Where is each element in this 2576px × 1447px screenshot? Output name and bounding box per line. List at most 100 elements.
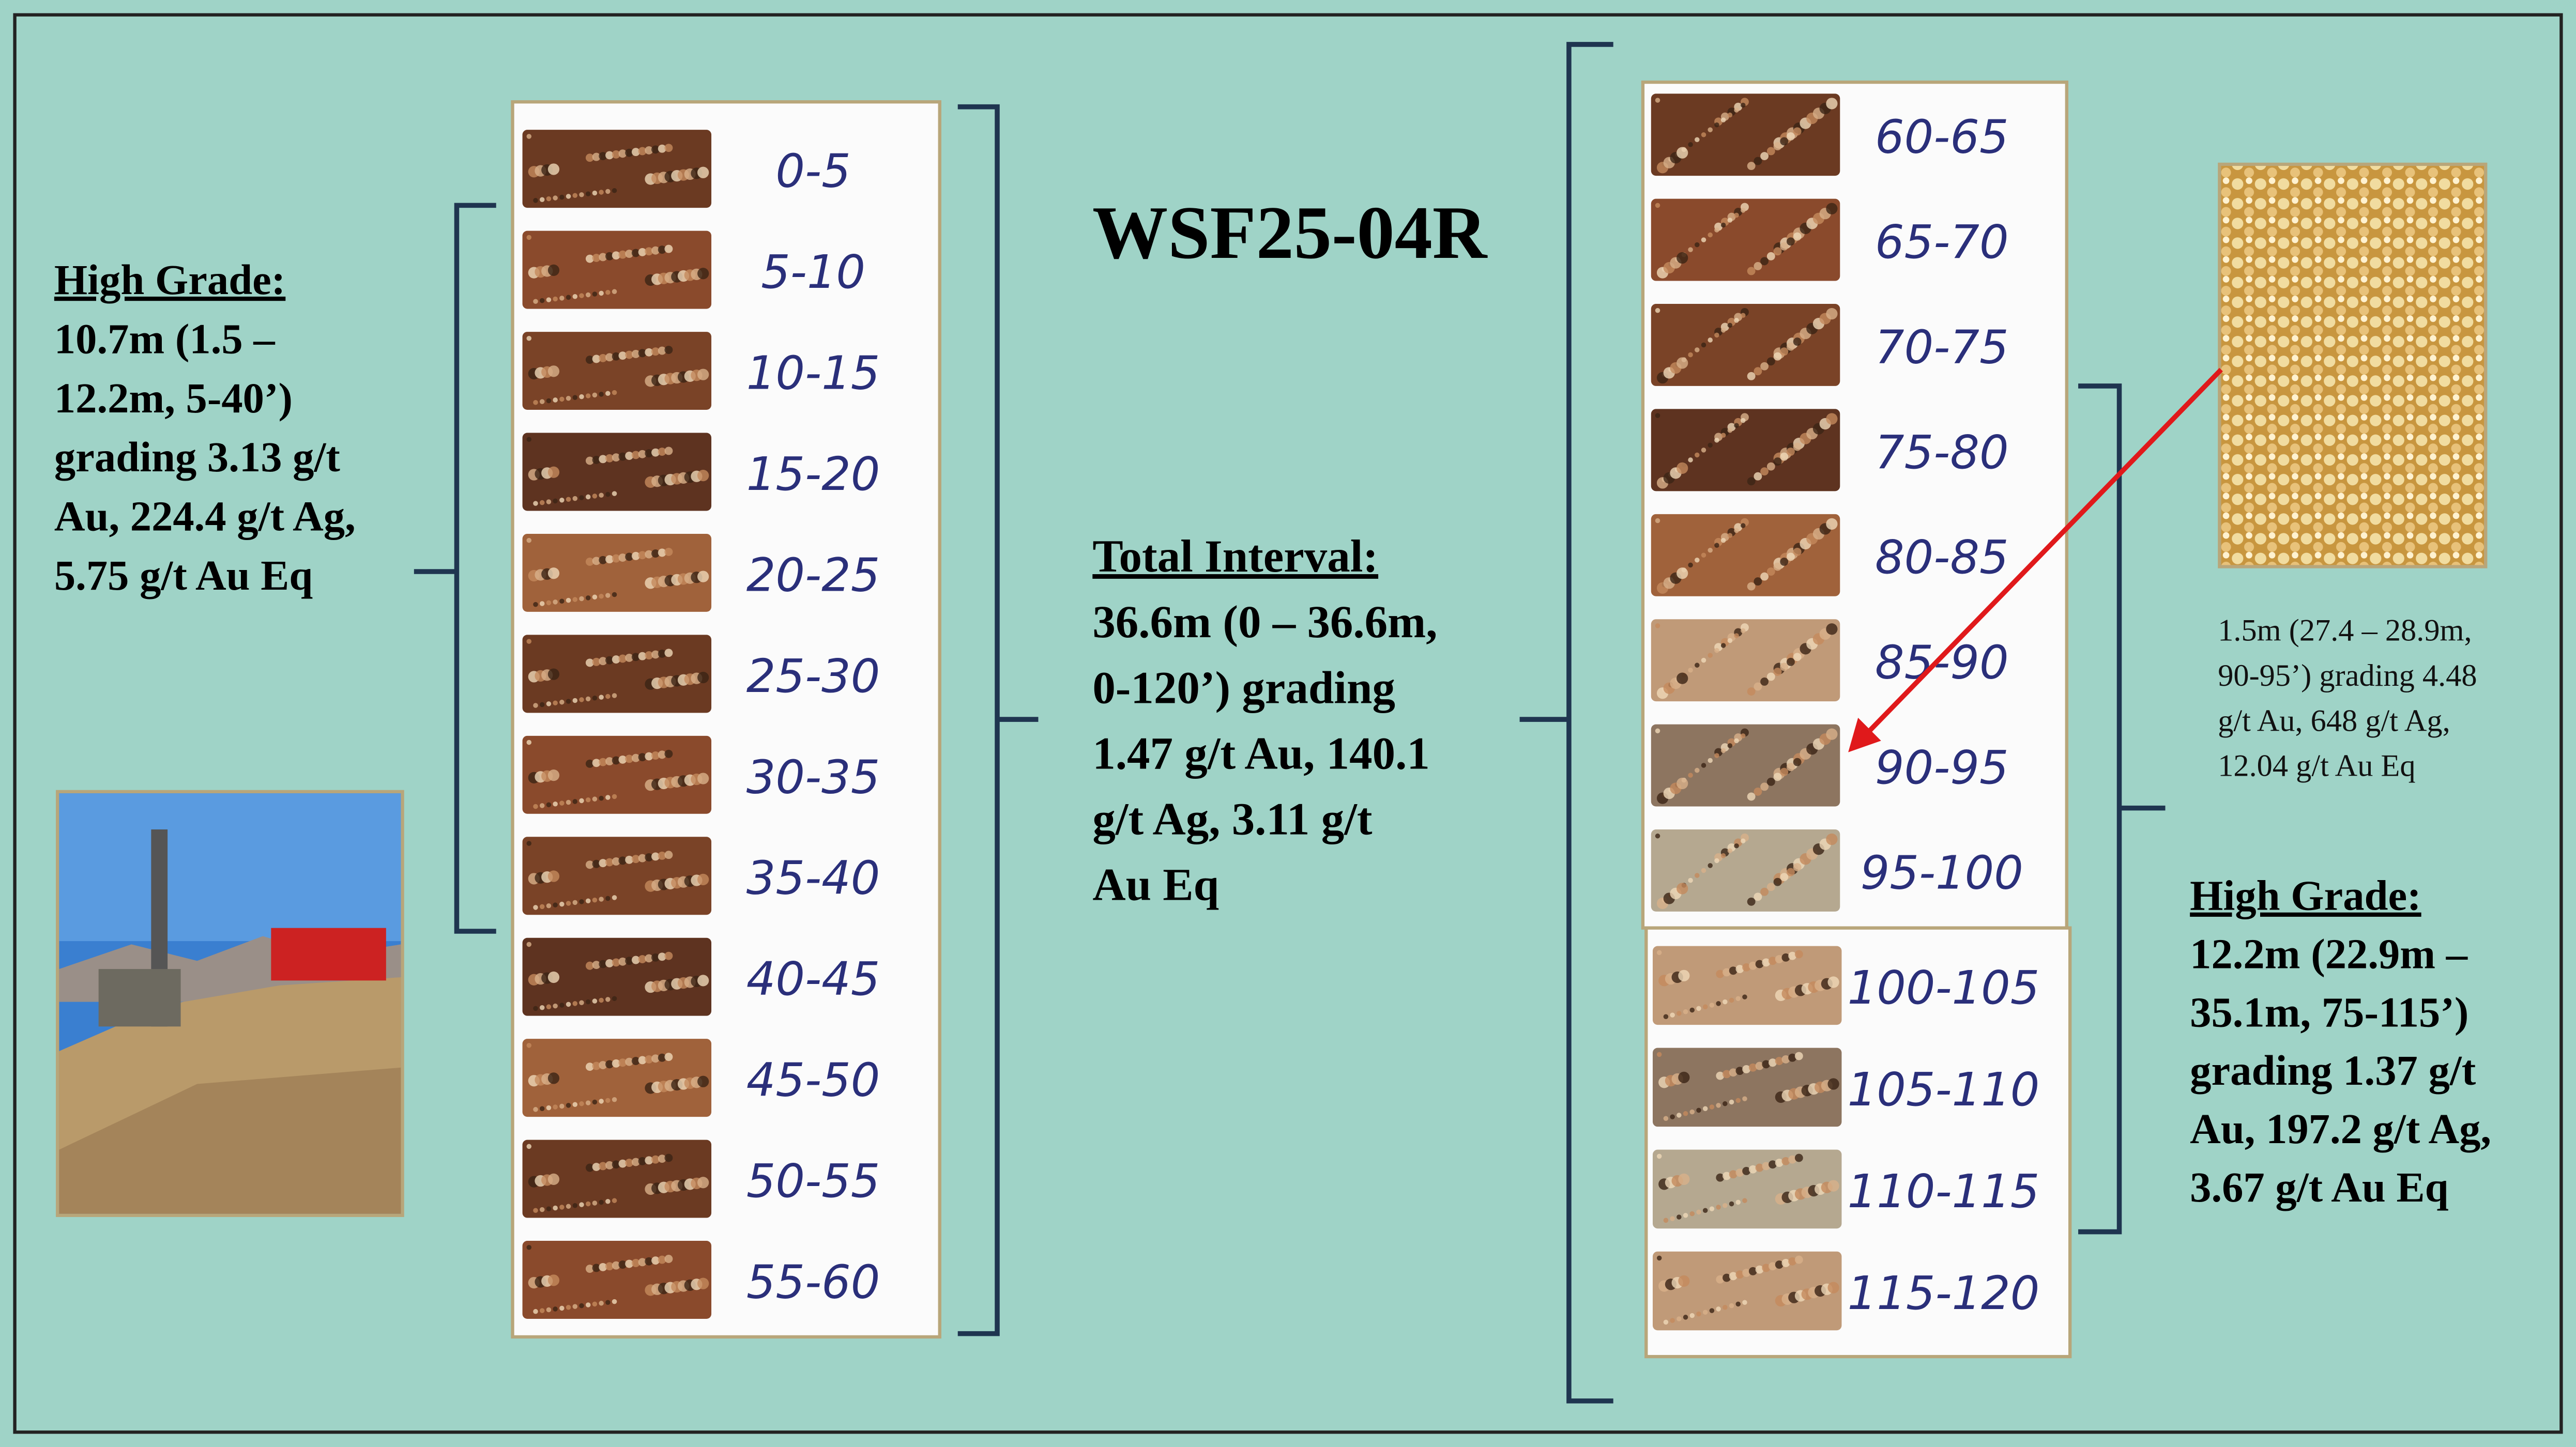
core-grain [1826,307,1838,320]
core-grain [526,639,532,644]
sample-label: 110-115 [1848,1164,2040,1218]
core-grain [612,188,617,193]
core-grain [631,551,640,560]
core-grain [658,1053,666,1062]
core-grain [1747,687,1756,696]
core-grain [605,353,614,362]
core-grain [605,1300,611,1305]
core-grain [579,899,584,904]
core-grain [592,759,601,767]
core-grain [1729,1068,1737,1077]
callout-line: Au, 224.4 g/t Ag, [54,492,356,540]
core-grain [547,1173,560,1185]
core-grain [1695,663,1700,668]
core-grain [651,448,660,457]
core-grain [1688,562,1693,568]
core-grain [1742,963,1751,972]
core-grain [599,657,607,666]
core-grain [1723,1203,1728,1208]
sample-label: 90-95 [1875,741,2009,794]
core-grain [645,146,653,155]
core-grain [645,449,653,458]
core-grain [553,1003,558,1009]
core-grain [1769,957,1777,965]
sample-label: 15-20 [746,447,880,501]
core-grain [651,347,660,356]
core-grain [605,997,611,1002]
core-grain [559,699,565,705]
core-grain [1735,1199,1741,1205]
core-grain [1676,1214,1682,1220]
core-grain [612,1160,620,1169]
core-grain [566,1103,571,1108]
core-grain [1741,313,1746,318]
core-grain [625,250,634,258]
core-grain [1695,873,1700,878]
core-grain [1701,657,1706,663]
core-grain [1780,767,1789,776]
core-grain [1780,873,1789,882]
core-grain [1769,1160,1777,1169]
core-grain [1678,1173,1690,1185]
core-grain [1663,1116,1669,1121]
core-sample [1651,829,1840,912]
core-grain [638,551,647,560]
core-grain [638,652,647,660]
core-grain [1663,1218,1669,1223]
core-grain [612,655,620,664]
core-grain [1714,543,1719,548]
core-grain [1655,98,1660,103]
core-grain [1723,1304,1728,1310]
core-grain [612,693,617,698]
core-grain [526,134,532,139]
core-grain [1663,1014,1669,1020]
core-grain [539,197,545,203]
core-grain [566,799,571,805]
core-grain [1714,227,1719,233]
core-grain [599,392,604,397]
core-grain [1688,667,1693,673]
core-grain [585,898,591,903]
core-grain [1775,955,1784,963]
core-grain [572,799,578,804]
callout-line: 5.75 g/t Au Eq [54,551,313,599]
core-grain [1727,743,1733,748]
core-grain [1720,328,1726,333]
core-grain [572,193,578,198]
core-grain [566,396,571,401]
core-grain [579,394,584,399]
core-grain [1695,452,1700,458]
core-grain [658,448,666,456]
core-grain [579,1202,584,1207]
core-grain [631,753,640,762]
core-grain [638,1157,647,1165]
core-grain [526,942,532,947]
core-grain [1670,1318,1675,1323]
core-grain [1723,1172,1731,1180]
core-grain [547,668,560,680]
core-grain [585,456,594,465]
callout-line: grading 1.37 g/t [2190,1046,2476,1094]
core-grain [1788,1053,1797,1062]
core-grain [1742,1198,1747,1203]
core-grain [631,148,640,157]
core-grain [1702,1208,1708,1213]
core-grain [533,1006,538,1011]
core-grain [1695,767,1700,773]
core-grain [585,999,591,1005]
core-grain [592,897,598,903]
core-grain [1748,1165,1757,1174]
core-grain [645,954,653,963]
core-grain [605,491,611,497]
core-grain [1656,950,1662,956]
core-grain [1735,996,1741,1002]
core-grain [1780,242,1789,251]
core-grain [539,1005,545,1010]
core-grain [1762,1060,1771,1069]
core-grain [1793,547,1802,556]
core-sample [1651,514,1840,596]
core-grain [1676,252,1688,264]
bracket [957,104,1039,1336]
sample-label: 65-70 [1875,215,2009,269]
